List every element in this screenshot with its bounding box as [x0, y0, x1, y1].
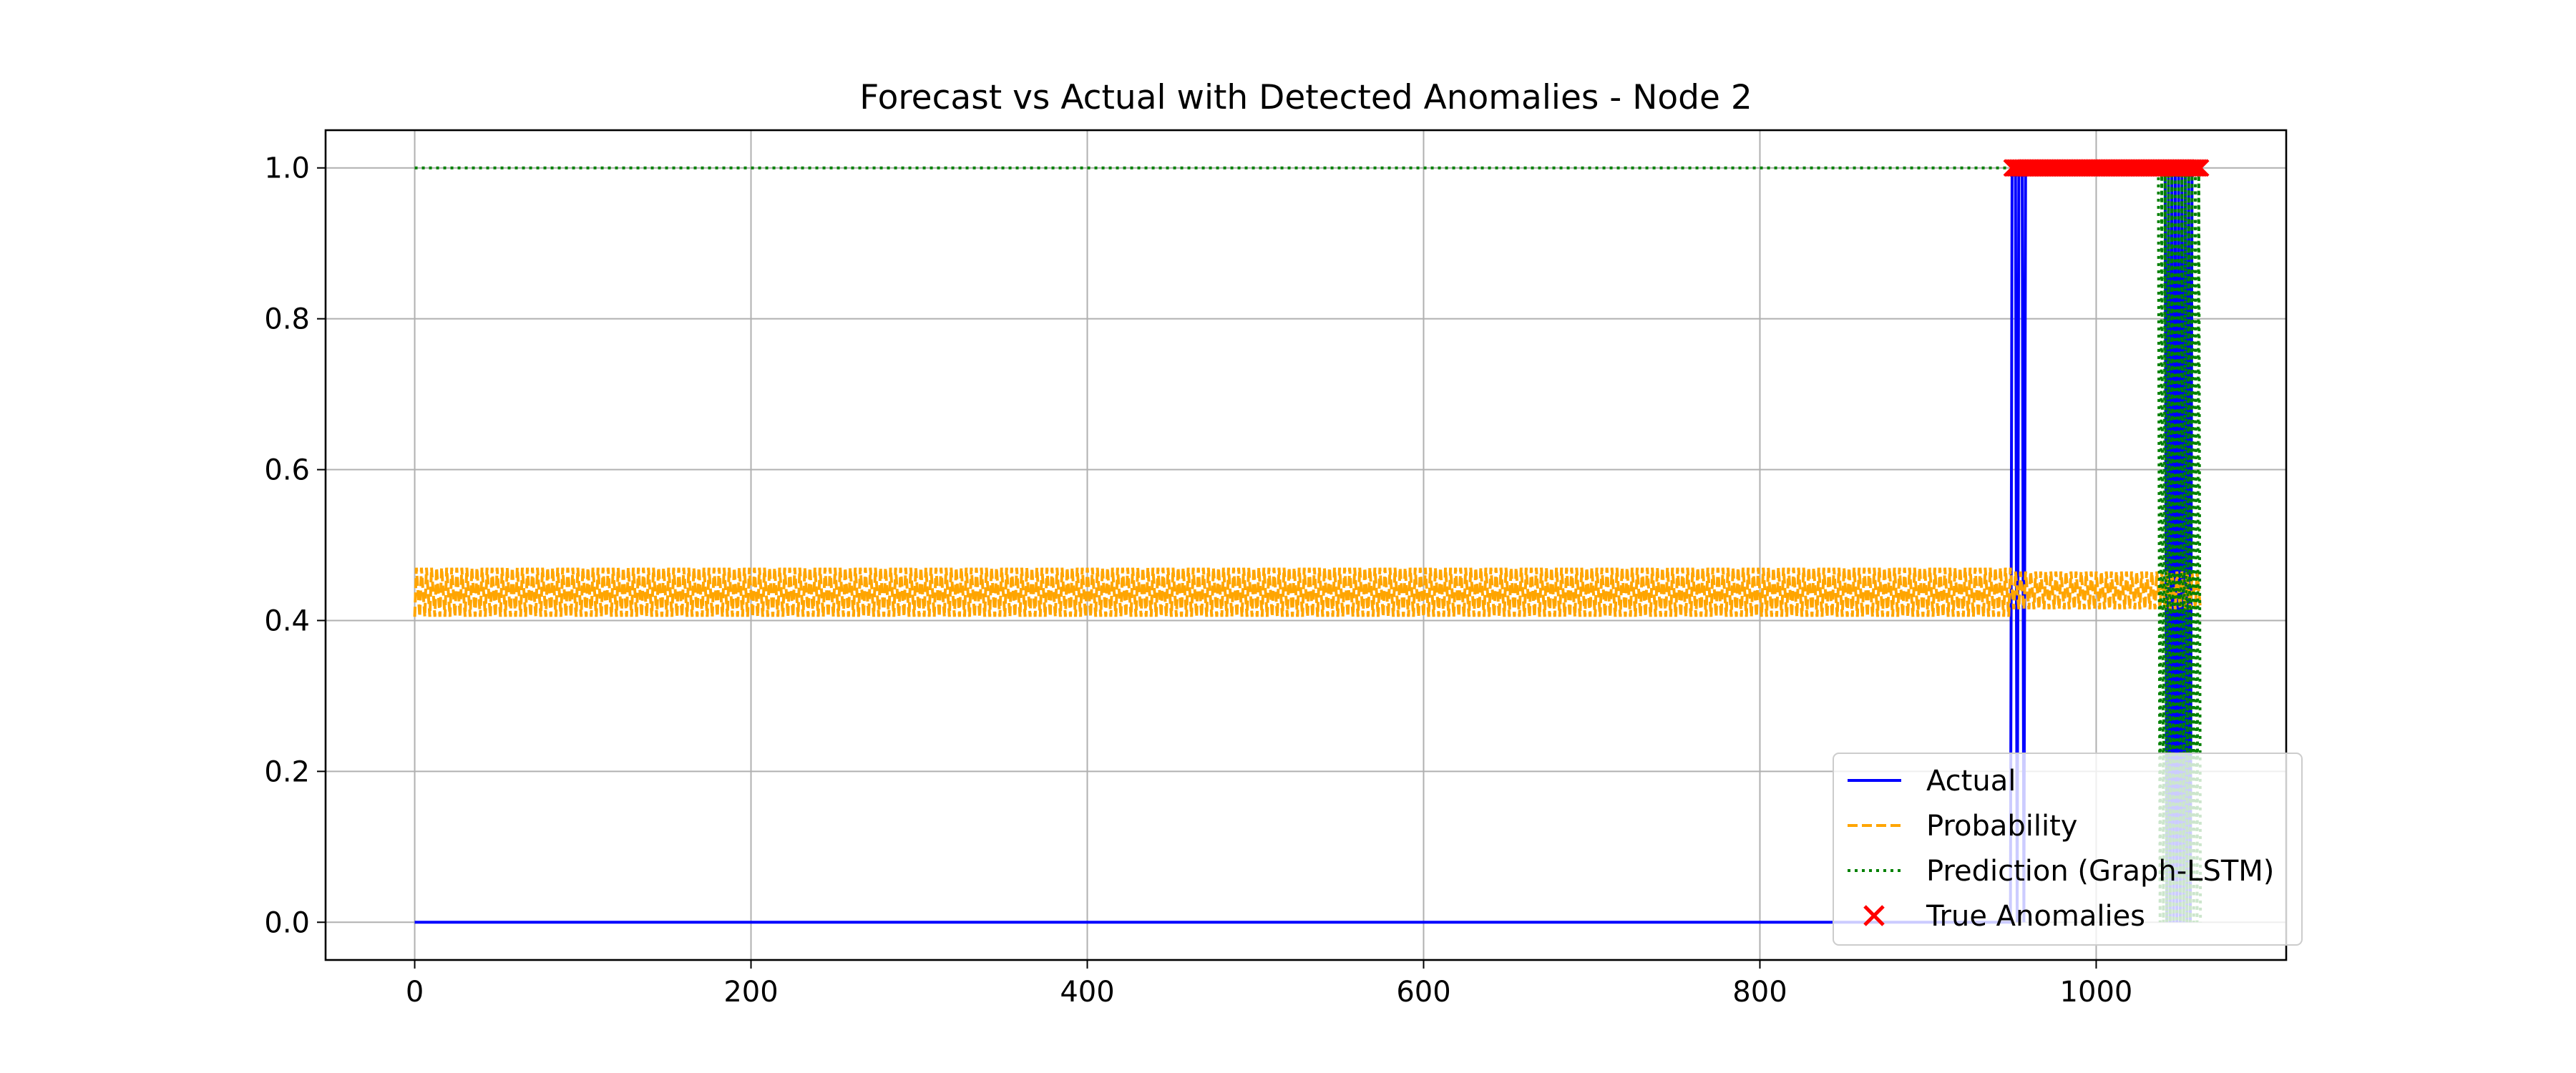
legend-swatch-anomaly — [1863, 905, 1885, 926]
y-tick-label: 0.2 — [264, 755, 310, 788]
legend-label: Probability — [1926, 810, 2077, 843]
x-tick-label: 400 — [1060, 976, 1114, 1009]
y-tick-label: 0.4 — [264, 604, 310, 637]
x-tick-label: 200 — [723, 976, 778, 1009]
plot-area — [413, 159, 2210, 924]
chart-title: Forecast vs Actual with Detected Anomali… — [859, 78, 1752, 117]
legend-box — [1833, 753, 2303, 946]
legend: Actual Probability Prediction (Graph-LSTM)… — [1833, 753, 2303, 946]
legend-label: True Anomalies — [1926, 900, 2145, 933]
x-tick-label: 600 — [1396, 976, 1450, 1009]
plot-frame — [324, 129, 2288, 961]
x-tick-label: 1000 — [2060, 976, 2133, 1009]
y-tick-label: 0.0 — [264, 906, 310, 939]
y-tick-label: 0.6 — [264, 454, 310, 487]
x-tick-label: 800 — [1732, 976, 1787, 1009]
legend-label: Actual — [1926, 765, 2016, 798]
x-tick-label: 0 — [406, 976, 424, 1009]
axis-ticks: 0 200 400 600 800 1000 0.0 0.2 0.4 0.6 0.8 1.0 — [264, 152, 2132, 1009]
anomaly-marker — [2191, 159, 2210, 177]
y-tick-label: 1.0 — [264, 152, 310, 185]
legend-label: Prediction (Graph-LSTM) — [1926, 855, 2274, 888]
y-tick-label: 0.8 — [264, 303, 310, 336]
